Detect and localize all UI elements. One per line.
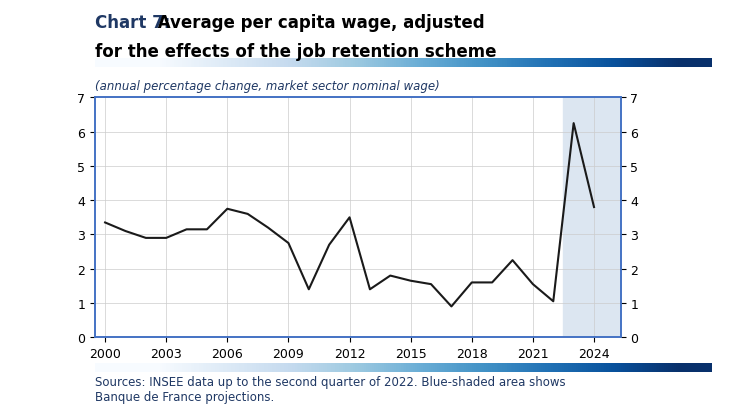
Text: (annual percentage change, market sector nominal wage): (annual percentage change, market sector… bbox=[95, 80, 439, 93]
Text: Sources: INSEE data up to the second quarter of 2022. Blue-shaded area shows
Ban: Sources: INSEE data up to the second qua… bbox=[95, 375, 566, 403]
Text: Chart 7:: Chart 7: bbox=[95, 14, 170, 32]
Text: Average per capita wage, adjusted: Average per capita wage, adjusted bbox=[152, 14, 485, 32]
Text: for the effects of the job retention scheme: for the effects of the job retention sch… bbox=[95, 43, 496, 61]
Bar bbox=[564, 98, 620, 337]
